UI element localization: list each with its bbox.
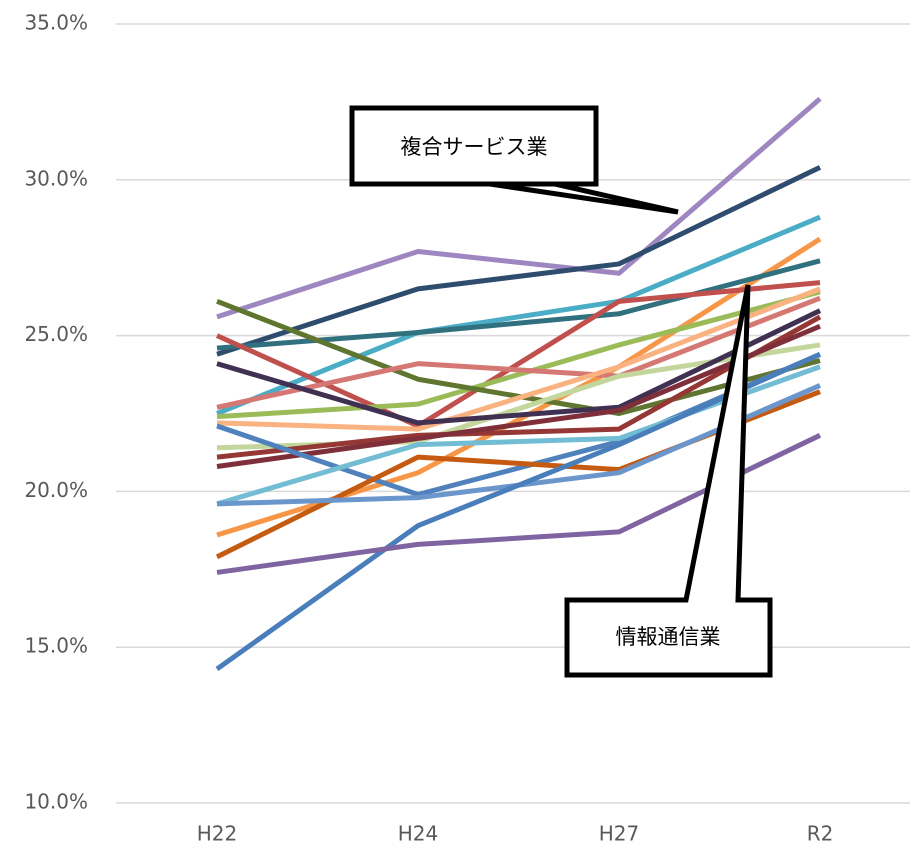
callout: 情報通信業 <box>564 284 773 678</box>
x-tick-label: R2 <box>807 822 834 846</box>
annotation: 複合サービス業 <box>401 135 548 159</box>
series-line <box>215 280 821 429</box>
series-line <box>216 308 822 426</box>
series-line <box>216 295 821 410</box>
y-tick-label: 20.0% <box>24 478 88 502</box>
y-tick-label: 25.0% <box>24 322 88 346</box>
x-tick-label: H27 <box>599 822 640 846</box>
series-line <box>216 364 821 507</box>
series-line <box>216 236 822 538</box>
y-tick-label: 30.0% <box>24 166 88 190</box>
series-line <box>215 352 822 672</box>
callout: 複合サービス業 <box>349 105 679 215</box>
callout-box <box>349 105 679 215</box>
series-line <box>216 314 822 460</box>
callout-box <box>564 284 773 678</box>
series-line <box>216 165 822 357</box>
y-tick-label: 15.0% <box>24 634 88 658</box>
series-line <box>216 286 821 432</box>
x-tick-label: H24 <box>398 822 439 846</box>
y-tick-label: 10.0% <box>24 790 88 814</box>
series-line <box>216 96 822 320</box>
y-tick-label: 35.0% <box>24 11 88 35</box>
series-line <box>216 289 821 420</box>
x-tick-label: H22 <box>197 822 238 846</box>
series-line <box>216 214 821 416</box>
annotation: 情報通信業 <box>616 625 721 649</box>
series-line <box>216 323 821 469</box>
